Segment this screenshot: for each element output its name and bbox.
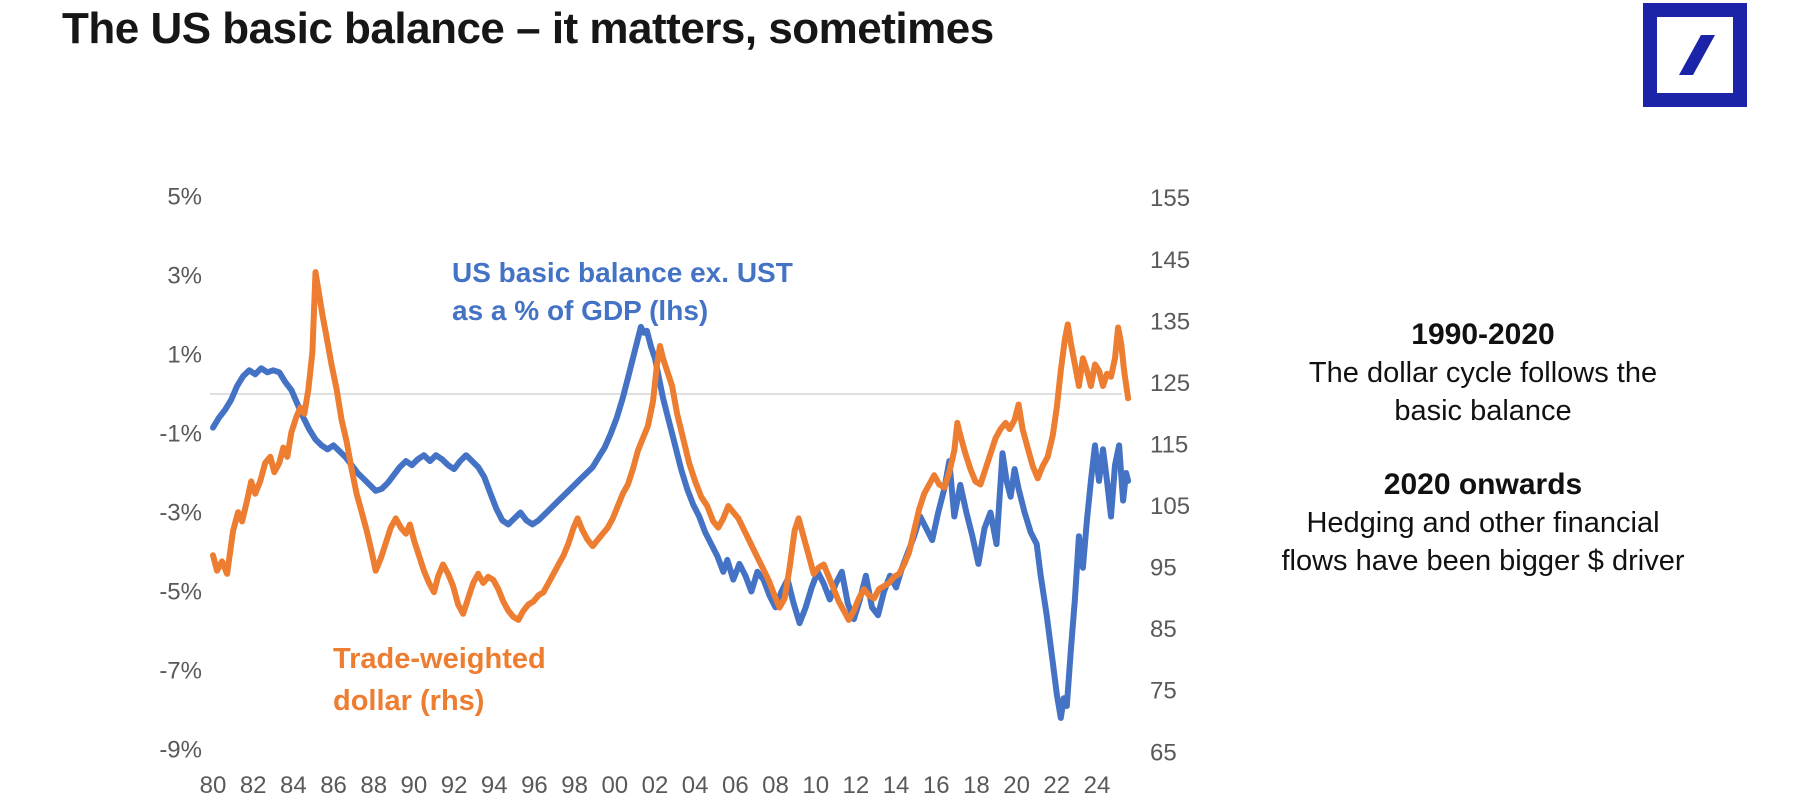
x-axis-tick-label: 00 <box>601 772 628 799</box>
x-axis-tick-label: 86 <box>320 772 347 799</box>
x-axis-tick-label: 18 <box>963 772 990 799</box>
x-axis-tick-label: 88 <box>360 772 387 799</box>
logo-slash-icon <box>1679 35 1715 75</box>
right-axis-tick-label: 85 <box>1150 616 1177 643</box>
right-axis-tick-label: 135 <box>1150 308 1190 335</box>
left-axis-tick-label: -9% <box>159 737 202 764</box>
right-axis-tick-label: 95 <box>1150 555 1177 582</box>
x-axis-tick-label: 08 <box>762 772 789 799</box>
x-axis-tick-label: 20 <box>1003 772 1030 799</box>
left-axis-tick-label: -1% <box>159 421 202 448</box>
annotation-2020-onwards-text-line1: Hedging and other financial <box>1306 507 1660 539</box>
series-line-basic-balance <box>210 323 1132 721</box>
left-axis-tick-label: 3% <box>167 263 202 290</box>
legend-basic-balance: US basic balance ex. UST as a % of GDP (… <box>452 254 793 330</box>
x-axis-tick-label: 94 <box>481 772 508 799</box>
x-axis-tick-label: 10 <box>802 772 829 799</box>
annotation-1990-2020: 1990-2020 The dollar cycle follows the b… <box>1218 316 1748 430</box>
annotation-1990-2020-text-line1: The dollar cycle follows the <box>1308 357 1658 389</box>
left-axis-tick-label: -3% <box>159 500 202 527</box>
x-axis-tick-label: 98 <box>561 772 588 799</box>
left-axis-tick-label: -5% <box>159 579 202 606</box>
x-axis-tick-label: 92 <box>441 772 468 799</box>
legend-basic-balance-line2: as a % of GDP (lhs) <box>452 295 709 326</box>
x-axis-tick-label: 82 <box>240 772 267 799</box>
x-axis-tick-label: 06 <box>722 772 749 799</box>
x-axis-tick-label: 84 <box>280 772 307 799</box>
right-axis-tick-label: 65 <box>1150 739 1177 766</box>
left-axis-tick-label: -7% <box>159 658 202 685</box>
deutsche-bank-logo-icon <box>1643 3 1747 107</box>
right-axis-tick-label: 115 <box>1150 431 1188 458</box>
annotation-1990-2020-heading: 1990-2020 <box>1411 318 1555 351</box>
right-axis-tick-label: 155 <box>1150 185 1190 212</box>
annotation-2020-onwards: 2020 onwards Hedging and other financial… <box>1218 466 1748 580</box>
x-axis-tick-label: 16 <box>923 772 950 799</box>
legend-dollar-line1: Trade-weighted <box>333 643 546 675</box>
x-axis-tick-label: 12 <box>843 772 870 799</box>
left-axis-tick-label: 1% <box>167 342 202 369</box>
annotation-2020-onwards-text-line2: flows have been bigger $ driver <box>1281 545 1685 577</box>
x-axis-tick-label: 90 <box>401 772 428 799</box>
x-axis-tick-label: 14 <box>883 772 910 799</box>
annotation-1990-2020-text-line2: basic balance <box>1394 395 1572 427</box>
legend-dollar-line2: dollar (rhs) <box>333 685 485 717</box>
legend-basic-balance-line1: US basic balance ex. UST <box>452 257 793 288</box>
x-axis-tick-label: 96 <box>521 772 548 799</box>
right-axis-tick-label: 145 <box>1150 247 1190 274</box>
series-line-dollar <box>210 269 1132 623</box>
x-axis-tick-label: 24 <box>1084 772 1111 799</box>
right-axis-tick-label: 125 <box>1150 370 1190 397</box>
right-axis-tick-label: 105 <box>1150 493 1190 520</box>
page-title: The US basic balance – it matters, somet… <box>62 4 994 53</box>
annotation-2020-onwards-heading: 2020 onwards <box>1383 468 1583 501</box>
legend-trade-weighted-dollar: Trade-weighted dollar (rhs) <box>333 638 546 722</box>
x-axis-tick-label: 22 <box>1043 772 1070 799</box>
x-axis-tick-label: 04 <box>682 772 709 799</box>
x-axis-tick-label: 80 <box>200 772 227 799</box>
left-axis-tick-label: 5% <box>167 184 202 211</box>
right-axis-tick-label: 75 <box>1150 678 1177 705</box>
x-axis-tick-label: 02 <box>642 772 669 799</box>
